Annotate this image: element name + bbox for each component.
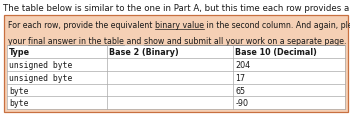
- Text: For each row, provide the equivalent: For each row, provide the equivalent: [8, 21, 155, 30]
- Text: show and submit all your work on a separate page: show and submit all your work on a separ…: [144, 36, 344, 45]
- Text: .: .: [344, 36, 346, 45]
- Text: byte: byte: [9, 98, 29, 107]
- Text: 204: 204: [236, 60, 251, 69]
- Text: binary value: binary value: [155, 21, 204, 30]
- Text: in the second column. And again, please provide: in the second column. And again, please …: [204, 21, 350, 30]
- Text: 65: 65: [236, 86, 245, 95]
- Text: Base 2 (Binary): Base 2 (Binary): [109, 48, 178, 57]
- FancyBboxPatch shape: [4, 16, 348, 112]
- Text: your: your: [8, 36, 28, 45]
- Text: Type: Type: [9, 48, 30, 57]
- Text: Base 10 (Decimal): Base 10 (Decimal): [236, 48, 317, 57]
- Text: unsigned byte: unsigned byte: [9, 73, 72, 82]
- Text: byte: byte: [9, 86, 29, 95]
- Text: -90: -90: [236, 98, 248, 107]
- Text: final answer in the table: final answer in the table: [28, 36, 124, 45]
- Text: unsigned byte: unsigned byte: [9, 60, 72, 69]
- Text: The table below is similar to the one in Part A, but this time each row provides: The table below is similar to the one in…: [3, 4, 350, 13]
- Text: and: and: [124, 36, 144, 45]
- Text: 17: 17: [236, 73, 245, 82]
- FancyBboxPatch shape: [7, 46, 345, 109]
